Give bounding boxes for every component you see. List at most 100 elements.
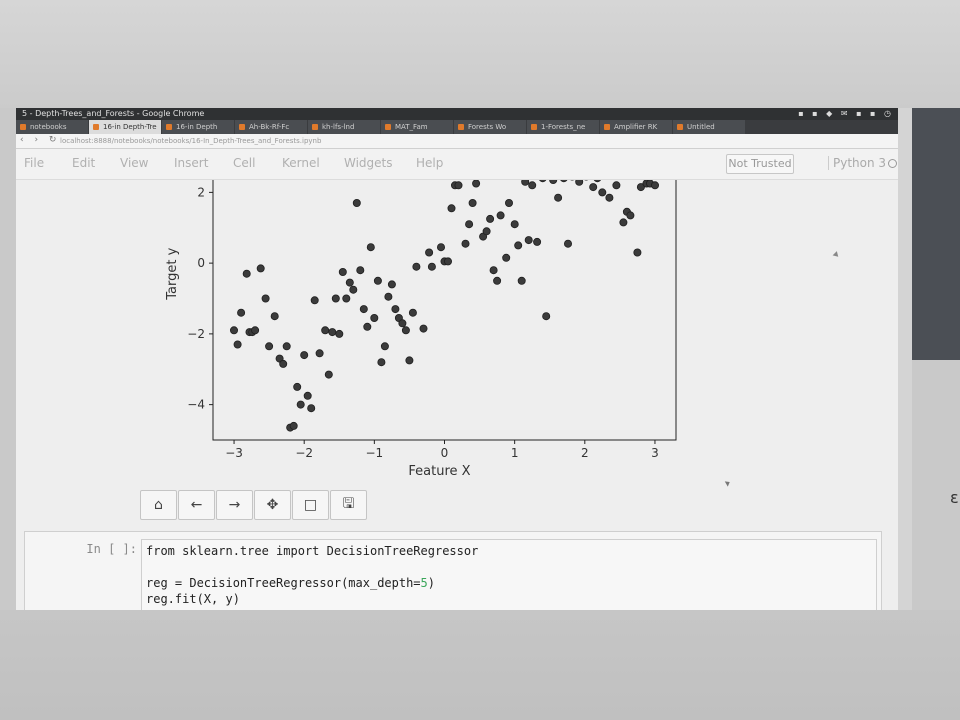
data-point [575, 180, 584, 186]
data-point [427, 262, 436, 271]
data-point [443, 257, 452, 266]
tab-label: Forests Wo [468, 123, 507, 131]
code-line: from sklearn.tree import DecisionTreeReg… [146, 543, 872, 559]
back-arrow-button[interactable]: ← [178, 490, 215, 520]
data-point [514, 241, 523, 250]
cell-prompt: In [ ]: [86, 542, 137, 556]
browser-tab[interactable]: Forests Wo [454, 120, 526, 134]
zoom-rect-icon: □ [303, 497, 318, 513]
code-editor[interactable]: from sklearn.tree import DecisionTreeReg… [141, 539, 877, 610]
data-point [465, 220, 474, 229]
menu-cell[interactable]: Cell [233, 156, 256, 170]
data-point [293, 382, 302, 391]
data-point [564, 239, 573, 248]
data-point [324, 370, 333, 379]
kernel-name[interactable]: Python 3 [828, 156, 886, 170]
not-trusted-button[interactable]: Not Trusted [726, 154, 794, 174]
browser-tab[interactable]: notebooks [16, 120, 88, 134]
plot-area [212, 180, 677, 441]
tab-label: Untitled [687, 123, 715, 131]
notebook-content: −3 −2 −1 0 1 2 3 2 0 −2 −4 Feature X Target y ⌂ ← → ✥ □ 🖫… [16, 180, 898, 610]
menu-widgets[interactable]: Widgets [344, 156, 393, 170]
home-button[interactable]: ⌂ [140, 490, 177, 520]
data-point [377, 358, 386, 367]
tab-favicon-icon [531, 124, 537, 130]
x-tick-label: 0 [441, 446, 449, 460]
data-point [593, 180, 601, 183]
browser-tab[interactable]: MAT_Fam [381, 120, 453, 134]
data-point [502, 253, 511, 262]
forward-arrow-button[interactable]: → [216, 490, 253, 520]
menu-kernel[interactable]: Kernel [282, 156, 320, 170]
data-point [335, 329, 344, 338]
browser-tab[interactable]: kh-lfs-lnd [308, 120, 380, 134]
data-point [598, 188, 607, 197]
data-point [331, 294, 340, 303]
browser-tab[interactable]: 16-in Depth-Tre [89, 120, 161, 134]
data-point [229, 326, 238, 335]
data-point [391, 305, 400, 314]
data-point [482, 227, 491, 236]
data-point [359, 305, 368, 314]
code-cell[interactable]: In [ ]: from sklearn.tree import Decisio… [24, 531, 882, 610]
background-top [0, 0, 960, 108]
title-bar: 5 - Depth-Trees_and_Forests - Google Chr… [16, 108, 898, 120]
tab-label: Ah-Bk-Rf-Fc [249, 123, 290, 131]
data-point [315, 349, 324, 358]
data-point [387, 280, 396, 289]
menu-insert[interactable]: Insert [174, 156, 209, 170]
address-bar[interactable]: ‹ › ↻ localhost:8888/notebooks/notebooks… [16, 134, 898, 149]
x-tick-label: −3 [225, 446, 243, 460]
data-point [282, 342, 291, 351]
data-point [510, 220, 519, 229]
y-tick-label: −2 [187, 327, 205, 341]
code-text: ) [427, 576, 436, 590]
browser-nav-icons[interactable]: ‹ › ↻ [20, 135, 61, 145]
tab-label: MAT_Fam [395, 123, 428, 131]
data-point [342, 294, 351, 303]
menu-view[interactable]: View [120, 156, 149, 170]
x-tick-label: −2 [295, 446, 313, 460]
data-point [366, 243, 375, 252]
data-point [619, 218, 628, 227]
data-point [636, 183, 645, 192]
data-point [436, 243, 445, 252]
data-point [303, 391, 312, 400]
browser-tab[interactable]: Untitled [673, 120, 745, 134]
data-point [363, 322, 372, 331]
data-point [528, 181, 537, 190]
data-point [489, 266, 498, 275]
menu-file[interactable]: File [24, 156, 45, 170]
tab-favicon-icon [385, 124, 391, 130]
window-title: 5 - Depth-Trees_and_Forests - Google Chr… [22, 109, 205, 118]
data-point [251, 326, 260, 335]
url-text[interactable]: localhost:8888/notebooks/notebooks/16-In… [60, 137, 322, 145]
kernel-status-icon [888, 159, 897, 168]
data-point [345, 278, 354, 287]
data-point [296, 400, 305, 409]
menu-help[interactable]: Help [416, 156, 444, 170]
tab-label: notebooks [30, 123, 67, 131]
save-button[interactable]: 🖫 [330, 490, 367, 520]
zoom-rect-button[interactable]: □ [292, 490, 329, 520]
pan-move-icon: ✥ [266, 497, 279, 513]
tab-favicon-icon [677, 124, 683, 130]
tab-label: 1-Forests_ne [541, 123, 586, 131]
data-point [289, 421, 298, 430]
data-point [524, 236, 533, 245]
browser-tab[interactable]: Ah-Bk-Rf-Fc [235, 120, 307, 134]
tab-favicon-icon [239, 124, 245, 130]
tab-favicon-icon [20, 124, 26, 130]
background-right [898, 108, 912, 610]
data-point [384, 292, 393, 301]
browser-tab[interactable]: Amplifier RK [600, 120, 672, 134]
tab-favicon-icon [93, 124, 99, 130]
code-line: reg = DecisionTreeRegressor(max_depth=5) [146, 575, 872, 591]
browser-tab[interactable]: 16-in Depth [162, 120, 234, 134]
tab-favicon-icon [458, 124, 464, 130]
data-point [338, 268, 347, 277]
menu-edit[interactable]: Edit [72, 156, 96, 170]
browser-tab[interactable]: 1-Forests_ne [527, 120, 599, 134]
pan-move-button[interactable]: ✥ [254, 490, 291, 520]
data-point [237, 308, 246, 317]
